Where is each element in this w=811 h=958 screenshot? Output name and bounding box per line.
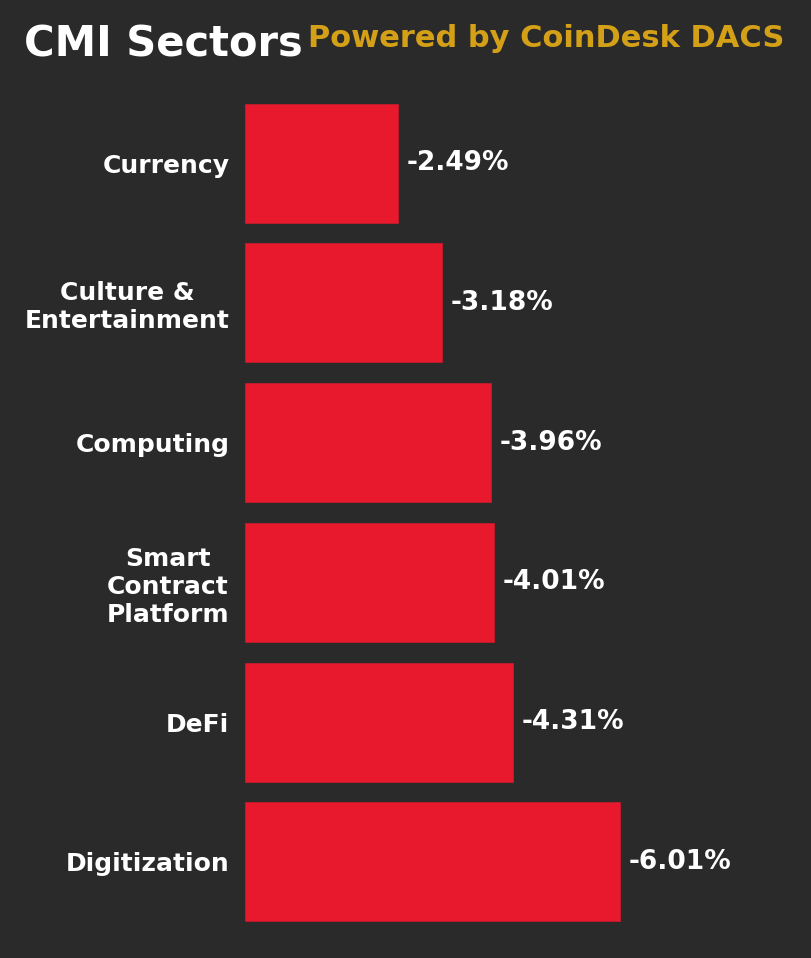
Bar bbox=[243, 102, 401, 224]
Text: CMI Sectors: CMI Sectors bbox=[24, 24, 303, 66]
Text: -3.18%: -3.18% bbox=[450, 290, 553, 316]
Bar bbox=[243, 241, 444, 364]
Bar bbox=[243, 381, 493, 504]
Text: -4.31%: -4.31% bbox=[521, 709, 624, 735]
Text: -6.01%: -6.01% bbox=[629, 849, 732, 875]
Text: -2.49%: -2.49% bbox=[406, 150, 509, 176]
Text: Powered by CoinDesk DACS: Powered by CoinDesk DACS bbox=[308, 24, 784, 53]
Bar bbox=[243, 661, 515, 784]
Bar bbox=[243, 521, 496, 644]
Text: -3.96%: -3.96% bbox=[500, 429, 602, 456]
Bar bbox=[243, 801, 622, 924]
Text: -4.01%: -4.01% bbox=[503, 569, 605, 596]
